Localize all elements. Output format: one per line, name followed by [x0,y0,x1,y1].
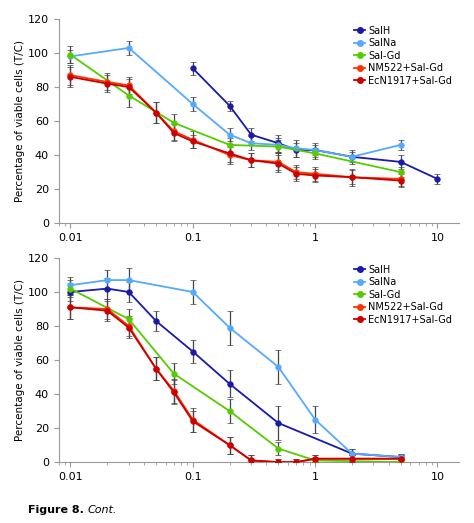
Y-axis label: Percentage of viable cells (T/C): Percentage of viable cells (T/C) [15,40,25,202]
Legend: SalH, SalNa, Sal-Gd, NM522+Sal-Gd, EcN1917+Sal-Gd: SalH, SalNa, Sal-Gd, NM522+Sal-Gd, EcN19… [352,24,454,87]
Y-axis label: Percentage of viable cells (T/C): Percentage of viable cells (T/C) [15,279,25,441]
Text: Cont.: Cont. [88,505,117,515]
Text: Figure 8.: Figure 8. [28,505,84,515]
Legend: SalH, SalNa, Sal-Gd, NM522+Sal-Gd, EcN1917+Sal-Gd: SalH, SalNa, Sal-Gd, NM522+Sal-Gd, EcN19… [352,263,454,326]
